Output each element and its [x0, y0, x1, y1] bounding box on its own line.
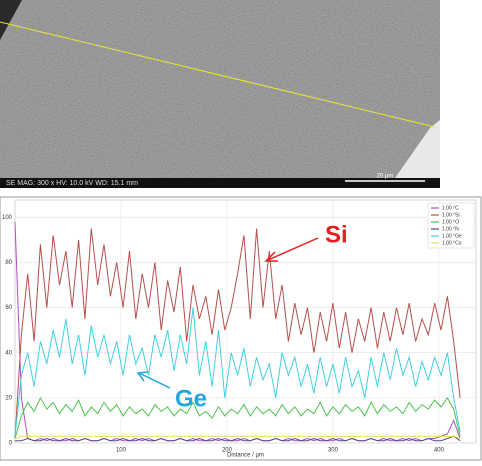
series-line: [14, 307, 461, 437]
annotation-arrowhead: [264, 251, 278, 262]
sem-scale: 20 µm: [377, 174, 394, 180]
y-tick-label: 100: [2, 215, 13, 221]
series-line: [14, 228, 461, 439]
annotation-arrow: [138, 372, 171, 389]
series-line: [14, 435, 461, 439]
series-line: [15, 435, 461, 442]
legend-label: 1.00 °Ge: [442, 233, 462, 239]
x-tick-label: 100: [116, 448, 127, 454]
annotation: Si: [325, 221, 348, 248]
y-tick-label: 20: [5, 395, 12, 401]
y-tick-label: 60: [5, 305, 12, 311]
annotation-arrowhead: [136, 371, 149, 382]
series-line: [14, 396, 461, 439]
y-tick-label: 0: [9, 441, 13, 447]
annotation-arrow: [267, 237, 319, 261]
y-tick-label: 40: [5, 350, 12, 356]
y-tick-label: 80: [5, 260, 12, 266]
x-tick-label: 400: [434, 448, 445, 454]
x-axis-label: Distance / µm: [227, 453, 264, 459]
sem-image: SE MAG: 300 x HV: 10.0 kV WD: 15.1 mm 20…: [0, 0, 440, 188]
x-tick-label: 300: [328, 448, 339, 454]
legend-label: 1.00 °N: [442, 226, 459, 232]
sem-caption: SE MAG: 300 x HV: 10.0 kV WD: 15.1 mm: [6, 180, 138, 187]
legend-label: 1.00 °C: [442, 205, 459, 211]
legend-label: 1.00 °Co: [442, 240, 462, 246]
legend-box: [427, 202, 475, 249]
x-tick-label: 200: [222, 448, 233, 454]
plot-area: [14, 199, 477, 444]
legend-label: 1.00 °O: [442, 219, 459, 225]
annotation: Ge: [175, 385, 207, 412]
chart: 0 20 40 60 80 100 100 200 300 400 Distance / µm 1.0…: [2, 199, 477, 459]
legend-label: 1.00 °Si: [442, 212, 460, 218]
